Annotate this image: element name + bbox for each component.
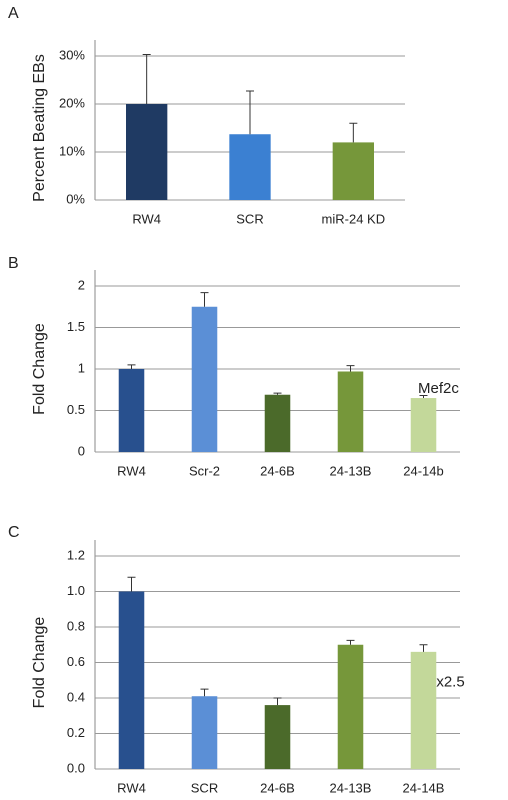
bar	[191, 696, 218, 769]
y-tick-label: 0.8	[67, 618, 85, 633]
x-tick-label: RW4	[117, 780, 146, 795]
error-bar	[246, 90, 254, 135]
error-bar	[273, 392, 282, 395]
bar	[332, 142, 374, 200]
y-tick-label: 0.5	[67, 402, 85, 417]
panel-label: C	[8, 524, 20, 541]
bar	[410, 398, 437, 452]
x-tick-label: 24-13B	[330, 463, 372, 478]
x-tick-label: miR-24 KD	[322, 211, 386, 226]
y-tick-label: 1.2	[67, 547, 85, 562]
y-tick-label: 0.2	[67, 725, 85, 740]
y-tick-label: 0%	[66, 191, 85, 206]
bar	[191, 306, 218, 452]
error-bar	[419, 644, 428, 652]
error-bar	[200, 292, 209, 307]
y-tick-label: 1	[78, 360, 85, 375]
y-tick-label: 1.5	[67, 319, 85, 334]
error-bar	[349, 122, 358, 143]
y-tick-label: 2	[78, 277, 85, 292]
error-bar	[127, 576, 136, 592]
error-bar	[200, 688, 209, 697]
y-axis-label: Fold Change	[31, 323, 48, 415]
bar	[337, 371, 364, 452]
error-bar	[127, 364, 136, 369]
error-bar	[346, 639, 355, 645]
y-tick-label: 0	[78, 443, 85, 458]
bar	[264, 705, 291, 769]
y-tick-label: 0.4	[67, 689, 85, 704]
y-tick-label: 10%	[59, 143, 85, 158]
bar	[126, 104, 168, 200]
error-bar	[273, 697, 282, 706]
y-tick-label: 1.0	[67, 583, 85, 598]
bar	[118, 369, 145, 452]
panel-label: A	[8, 5, 19, 22]
x-tick-label: 24-14b	[403, 463, 443, 478]
y-tick-label: 0.0	[67, 760, 85, 775]
x-tick-label: RW4	[132, 211, 161, 226]
x-tick-label: SCR	[236, 211, 263, 226]
x-tick-label: Scr-2	[189, 463, 220, 478]
x-tick-label: 24-13B	[330, 780, 372, 795]
x-tick-label: 24-6B	[260, 780, 295, 795]
y-tick-label: 30%	[59, 47, 85, 62]
error-bar	[346, 365, 355, 372]
y-tick-label: 20%	[59, 95, 85, 110]
panel-label: B	[8, 255, 19, 272]
bar	[118, 591, 145, 769]
x-tick-label: RW4	[117, 463, 146, 478]
error-bar	[419, 395, 428, 399]
x-tick-label: 24-6B	[260, 463, 295, 478]
bar	[264, 394, 291, 452]
y-axis-label: Percent Beating EBs	[31, 54, 48, 202]
y-tick-label: 0.6	[67, 654, 85, 669]
bar	[410, 651, 437, 769]
x-tick-label: 24-14B	[403, 780, 445, 795]
annotation: Mef2c	[418, 380, 459, 397]
x-tick-label: SCR	[191, 780, 218, 795]
bar	[229, 134, 271, 200]
error-bar	[142, 54, 151, 104]
y-axis-label: Fold Change	[31, 617, 48, 709]
bar	[337, 644, 364, 769]
